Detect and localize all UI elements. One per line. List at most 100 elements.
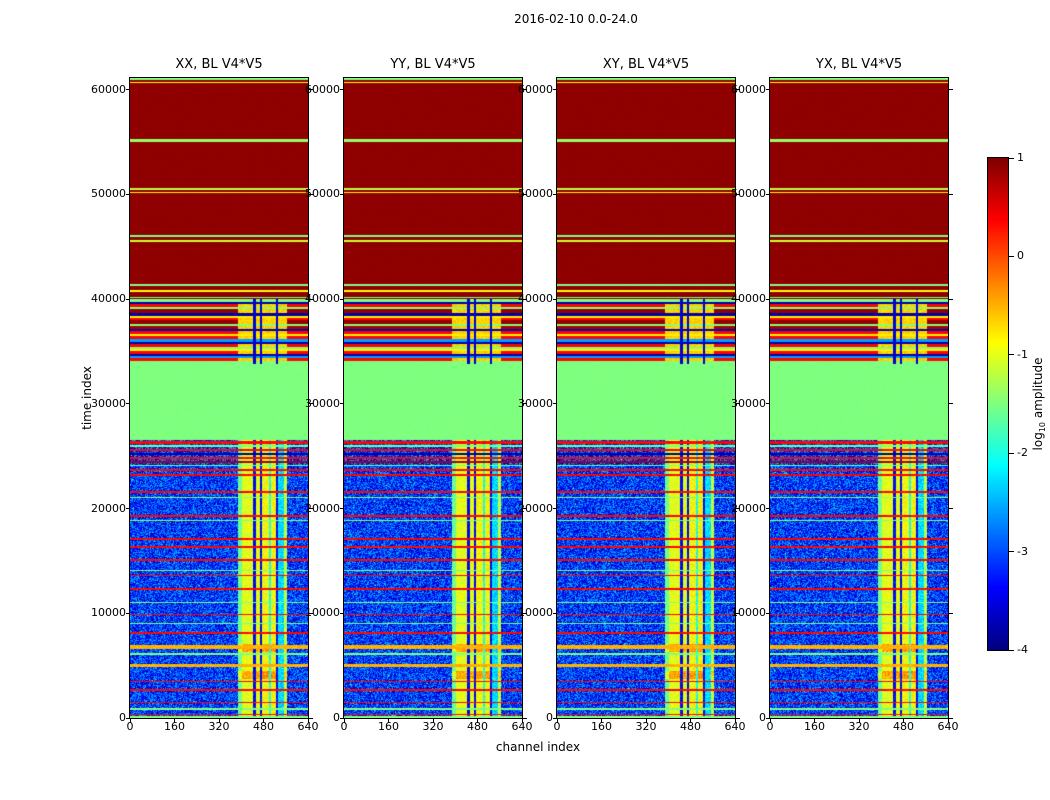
y-tick-label: 10000 [305, 606, 340, 620]
x-axis-label: channel index [495, 740, 581, 754]
x-tick-mark [601, 719, 602, 723]
y-tick-mark-right [523, 717, 527, 719]
colorbar-label-pre: log [1030, 432, 1045, 451]
x-tick-label: 480 [680, 720, 701, 733]
y-tick-mark [126, 717, 130, 719]
x-tick-mark [769, 719, 771, 723]
y-tick-mark [340, 193, 344, 195]
y-tick-label: 50000 [518, 187, 553, 201]
y-tick-label: 60000 [731, 82, 766, 96]
y-tick-label: 40000 [518, 292, 553, 305]
y-tick-label: 10000 [731, 606, 766, 620]
y-tick-mark-right [523, 612, 527, 614]
x-tick-label: 320 [208, 720, 230, 733]
colorbar-tick-label: -2 [1017, 446, 1028, 460]
y-tick-mark [126, 193, 130, 195]
y-tick-mark [340, 89, 344, 91]
colorbar-tick-label: -3 [1017, 544, 1028, 558]
y-tick-mark [126, 89, 130, 91]
y-tick-label: 30000 [91, 396, 126, 410]
y-tick-mark-right [949, 508, 953, 509]
y-tick-mark-right [949, 717, 953, 719]
y-tick-mark-right [736, 508, 740, 509]
x-tick-mark [477, 719, 478, 723]
y-tick-mark [766, 298, 770, 300]
y-tick-mark [766, 717, 770, 719]
colorbar-gradient [987, 157, 1009, 651]
y-tick-label: 30000 [305, 396, 340, 410]
y-tick-label: 30000 [518, 396, 553, 410]
y-tick-label: 0 [759, 711, 766, 724]
y-tick-label: 40000 [305, 292, 340, 305]
panel-title-xy: XY, BL V4*V5 [602, 57, 690, 72]
y-tick-mark-right [309, 403, 313, 405]
y-tick-mark [766, 612, 770, 614]
y-tick-mark-right [309, 89, 313, 91]
y-tick-mark [766, 193, 770, 195]
x-tick-mark [432, 719, 434, 723]
y-tick-label: 20000 [91, 501, 126, 515]
colorbar-tick-mark [1009, 354, 1014, 356]
x-tick-mark [556, 719, 558, 723]
colorbar-tick-label: 0 [1017, 249, 1024, 263]
heatmap-panel-xy [556, 77, 736, 719]
x-tick-mark [690, 719, 691, 723]
y-tick-mark [553, 193, 557, 195]
x-tick-label: 160 [591, 720, 612, 733]
x-tick-mark [218, 719, 220, 723]
y-tick-mark [126, 612, 130, 614]
x-tick-label: 640 [724, 720, 746, 733]
x-tick-mark [343, 719, 345, 723]
y-tick-mark [553, 508, 557, 509]
x-tick-mark [645, 719, 647, 723]
y-tick-mark-right [523, 508, 527, 509]
y-tick-mark-right [736, 612, 740, 614]
y-tick-label: 20000 [731, 501, 766, 515]
y-tick-label: 30000 [731, 396, 766, 410]
y-tick-mark [126, 403, 130, 405]
y-tick-mark [340, 717, 344, 719]
y-tick-mark-right [736, 193, 740, 195]
y-tick-mark [553, 89, 557, 91]
heatmap-panel-yx [769, 77, 949, 719]
colorbar-tick-mark [1009, 452, 1014, 454]
y-tick-mark-right [949, 298, 953, 300]
figure-title: 2016-02-10 0.0-24.0 [514, 12, 638, 26]
y-tick-mark-right [309, 717, 313, 719]
x-tick-label: 0 [340, 720, 348, 733]
y-tick-mark-right [736, 717, 740, 719]
y-tick-label: 0 [333, 711, 340, 724]
colorbar-label-post: amplitude [1030, 357, 1045, 422]
x-tick-mark [307, 719, 309, 723]
y-tick-label: 40000 [731, 292, 766, 305]
x-tick-mark [858, 719, 860, 723]
x-tick-label: 640 [937, 720, 959, 733]
y-tick-label: 20000 [305, 501, 340, 515]
y-tick-mark [340, 298, 344, 300]
x-tick-label: 480 [253, 720, 274, 733]
y-tick-mark-right [523, 298, 527, 300]
x-tick-label: 160 [804, 720, 825, 733]
y-tick-mark-right [949, 193, 953, 195]
x-tick-mark [263, 719, 264, 723]
heatmap-panel-xx [129, 77, 309, 719]
panel-title-xx: XX, BL V4*V5 [175, 57, 263, 72]
x-tick-label: 160 [164, 720, 185, 733]
y-tick-mark-right [523, 403, 527, 405]
y-tick-mark [340, 508, 344, 509]
y-tick-mark-right [523, 89, 527, 91]
y-tick-mark [126, 508, 130, 509]
x-tick-mark [734, 719, 736, 723]
y-tick-mark-right [309, 612, 313, 614]
y-tick-mark [340, 612, 344, 614]
y-tick-mark-right [949, 89, 953, 91]
x-tick-label: 480 [893, 720, 914, 733]
x-tick-mark [947, 719, 949, 723]
y-tick-mark-right [309, 193, 313, 195]
x-tick-label: 480 [467, 720, 488, 733]
y-tick-label: 40000 [91, 292, 126, 305]
y-tick-label: 20000 [518, 501, 553, 515]
y-tick-mark-right [309, 508, 313, 509]
y-tick-mark-right [309, 298, 313, 300]
